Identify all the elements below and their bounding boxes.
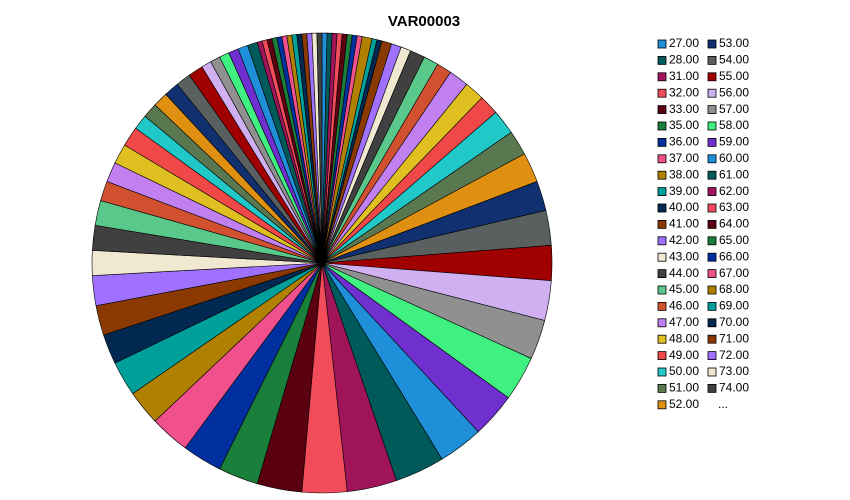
legend-swatch	[657, 56, 667, 65]
legend-label: 57.00	[719, 102, 749, 116]
legend-label: 72.00	[719, 348, 749, 362]
legend-swatch	[657, 400, 667, 410]
legend-swatch	[707, 285, 717, 295]
legend-swatch	[657, 154, 667, 164]
legend-label: 47.00	[669, 315, 699, 329]
legend-label: 73.00	[719, 364, 749, 378]
legend-swatch	[657, 334, 667, 344]
legend-swatch	[657, 88, 667, 98]
legend-swatch	[657, 39, 667, 49]
legend-swatch	[707, 39, 717, 49]
legend-swatch	[657, 301, 667, 311]
legend-label: 59.00	[719, 135, 749, 149]
legend-more: ...	[718, 397, 728, 411]
legend-label: 32.00	[669, 85, 699, 99]
legend-swatch	[707, 252, 717, 262]
legend-label: 27.00	[669, 36, 699, 50]
legend-label: 66.00	[719, 249, 749, 263]
legend-swatch	[707, 137, 717, 147]
legend-label: 53.00	[719, 36, 749, 50]
legend-swatch	[657, 105, 667, 114]
legend-label: 38.00	[669, 167, 699, 181]
legend-swatch	[707, 56, 717, 65]
legend-label: 74.00	[719, 381, 749, 395]
legend-swatch	[657, 170, 667, 180]
legend-label: 51.00	[669, 381, 699, 395]
legend-label: 39.00	[669, 184, 699, 198]
legend-label: 42.00	[669, 233, 699, 247]
legend-swatch	[707, 269, 717, 279]
legend-swatch	[657, 383, 667, 393]
legend-label: 71.00	[719, 331, 749, 345]
legend-swatch	[657, 318, 667, 328]
legend-swatch	[657, 203, 667, 213]
legend-swatch	[707, 203, 717, 213]
legend-swatch	[657, 351, 667, 361]
legend-label: 70.00	[719, 315, 749, 329]
legend-swatch	[707, 383, 717, 393]
legend-label: 69.00	[719, 299, 749, 313]
legend-swatch	[707, 154, 717, 164]
legend-label: 48.00	[669, 331, 699, 345]
legend-swatch	[657, 72, 667, 82]
legend-label: 64.00	[719, 217, 749, 231]
legend-label: 28.00	[669, 53, 699, 67]
pie-slice	[316, 32, 323, 264]
legend-swatch	[707, 105, 717, 114]
legend-label: 35.00	[669, 118, 699, 132]
legend-label: 58.00	[719, 118, 749, 132]
legend-label: 44.00	[669, 266, 699, 280]
legend-label: 49.00	[669, 348, 699, 362]
legend-label: 56.00	[719, 85, 749, 99]
legend-label: 63.00	[719, 200, 749, 214]
legend-label: 54.00	[719, 53, 749, 67]
legend-label: 68.00	[719, 282, 749, 296]
legend-swatch	[657, 285, 667, 295]
legend-swatch	[707, 187, 717, 197]
legend-label: 61.00	[719, 167, 749, 181]
legend-swatch	[707, 334, 717, 344]
legend-label: 65.00	[719, 233, 749, 247]
legend-label: 37.00	[669, 151, 699, 165]
legend-swatch	[707, 351, 717, 361]
legend-swatch	[707, 121, 717, 131]
legend-label: 46.00	[669, 299, 699, 313]
legend-label: 43.00	[669, 249, 699, 263]
legend-swatch	[707, 318, 717, 328]
legend-swatch	[657, 121, 667, 131]
legend-swatch	[657, 219, 667, 229]
legend-label: 41.00	[669, 217, 699, 231]
legend-label: 31.00	[669, 69, 699, 83]
legend-swatch	[657, 367, 667, 377]
legend-swatch	[657, 269, 667, 279]
legend-swatch	[707, 88, 717, 98]
legend-swatch	[707, 301, 717, 311]
legend-label: 50.00	[669, 364, 699, 378]
legend-swatch	[707, 170, 717, 180]
legend-swatch	[657, 252, 667, 262]
legend-swatch	[707, 72, 717, 82]
chart-title: VAR00003	[388, 13, 460, 30]
legend-label: 62.00	[719, 184, 749, 198]
legend-swatch	[707, 367, 717, 377]
legend-label: 45.00	[669, 282, 699, 296]
legend-label: 40.00	[669, 200, 699, 214]
legend-label: 36.00	[669, 135, 699, 149]
legend-label: 67.00	[719, 266, 749, 280]
legend-swatch	[707, 236, 717, 246]
legend-label: 52.00	[669, 397, 699, 411]
legend-swatch	[657, 236, 667, 246]
legend-swatch	[707, 219, 717, 229]
legend-label: 60.00	[719, 151, 749, 165]
legend-swatch	[657, 187, 667, 197]
legend-label: 55.00	[719, 69, 749, 83]
legend-label: 33.00	[669, 102, 699, 116]
legend-swatch	[657, 137, 667, 147]
